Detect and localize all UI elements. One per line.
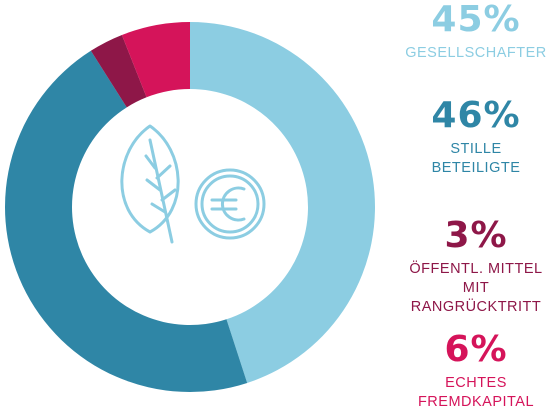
donut-slice-4 — [121, 22, 190, 98]
donut-slices — [4, 22, 376, 393]
legend-entry-oeffentliche-mittel: 3% ÖFFENTL. MITTEL MIT RANGRÜCKTRITT — [402, 216, 550, 317]
value-label-echtes-fremdkapital: 6% — [444, 329, 508, 370]
label-line: ÖFFENTL. MITTEL — [409, 261, 543, 277]
label-echtes-fremdkapital: ECHTES FREMDKAPITAL — [402, 374, 550, 412]
label-line: FREMDKAPITAL — [417, 394, 535, 410]
label-line: MIT RANGRÜCKTRITT — [410, 280, 542, 315]
label-line: STILLE — [450, 141, 502, 157]
label-line: ECHTES — [445, 375, 507, 391]
label-line: BETEILIGTE — [431, 160, 521, 176]
leaf-euro-icon — [120, 124, 266, 244]
donut-slice-2 — [4, 50, 248, 393]
label-oeffentliche-mittel: ÖFFENTL. MITTEL MIT RANGRÜCKTRITT — [402, 260, 550, 317]
legend-entry-echtes-fremdkapital: 6% ECHTES FREMDKAPITAL — [402, 330, 550, 412]
donut-slice-1 — [190, 22, 376, 383]
label-stille-beteiligte: STILLE BETEILIGTE — [402, 140, 550, 178]
value-label-oeffentliche-mittel: 3% — [444, 215, 508, 256]
legend-entry-stille-beteiligte: 46% STILLE BETEILIGTE — [402, 96, 550, 178]
legend-entry-gesellschafter: 45% GESELLSCHAFTER — [402, 0, 550, 63]
donut-chart — [4, 22, 376, 393]
label-line: GESELLSCHAFTER — [405, 45, 547, 61]
label-gesellschafter: GESELLSCHAFTER — [402, 44, 550, 63]
donut-slice-3 — [90, 34, 147, 108]
value-label-stille-beteiligte: 46% — [431, 95, 521, 136]
value-label-gesellschafter: 45% — [431, 0, 521, 40]
